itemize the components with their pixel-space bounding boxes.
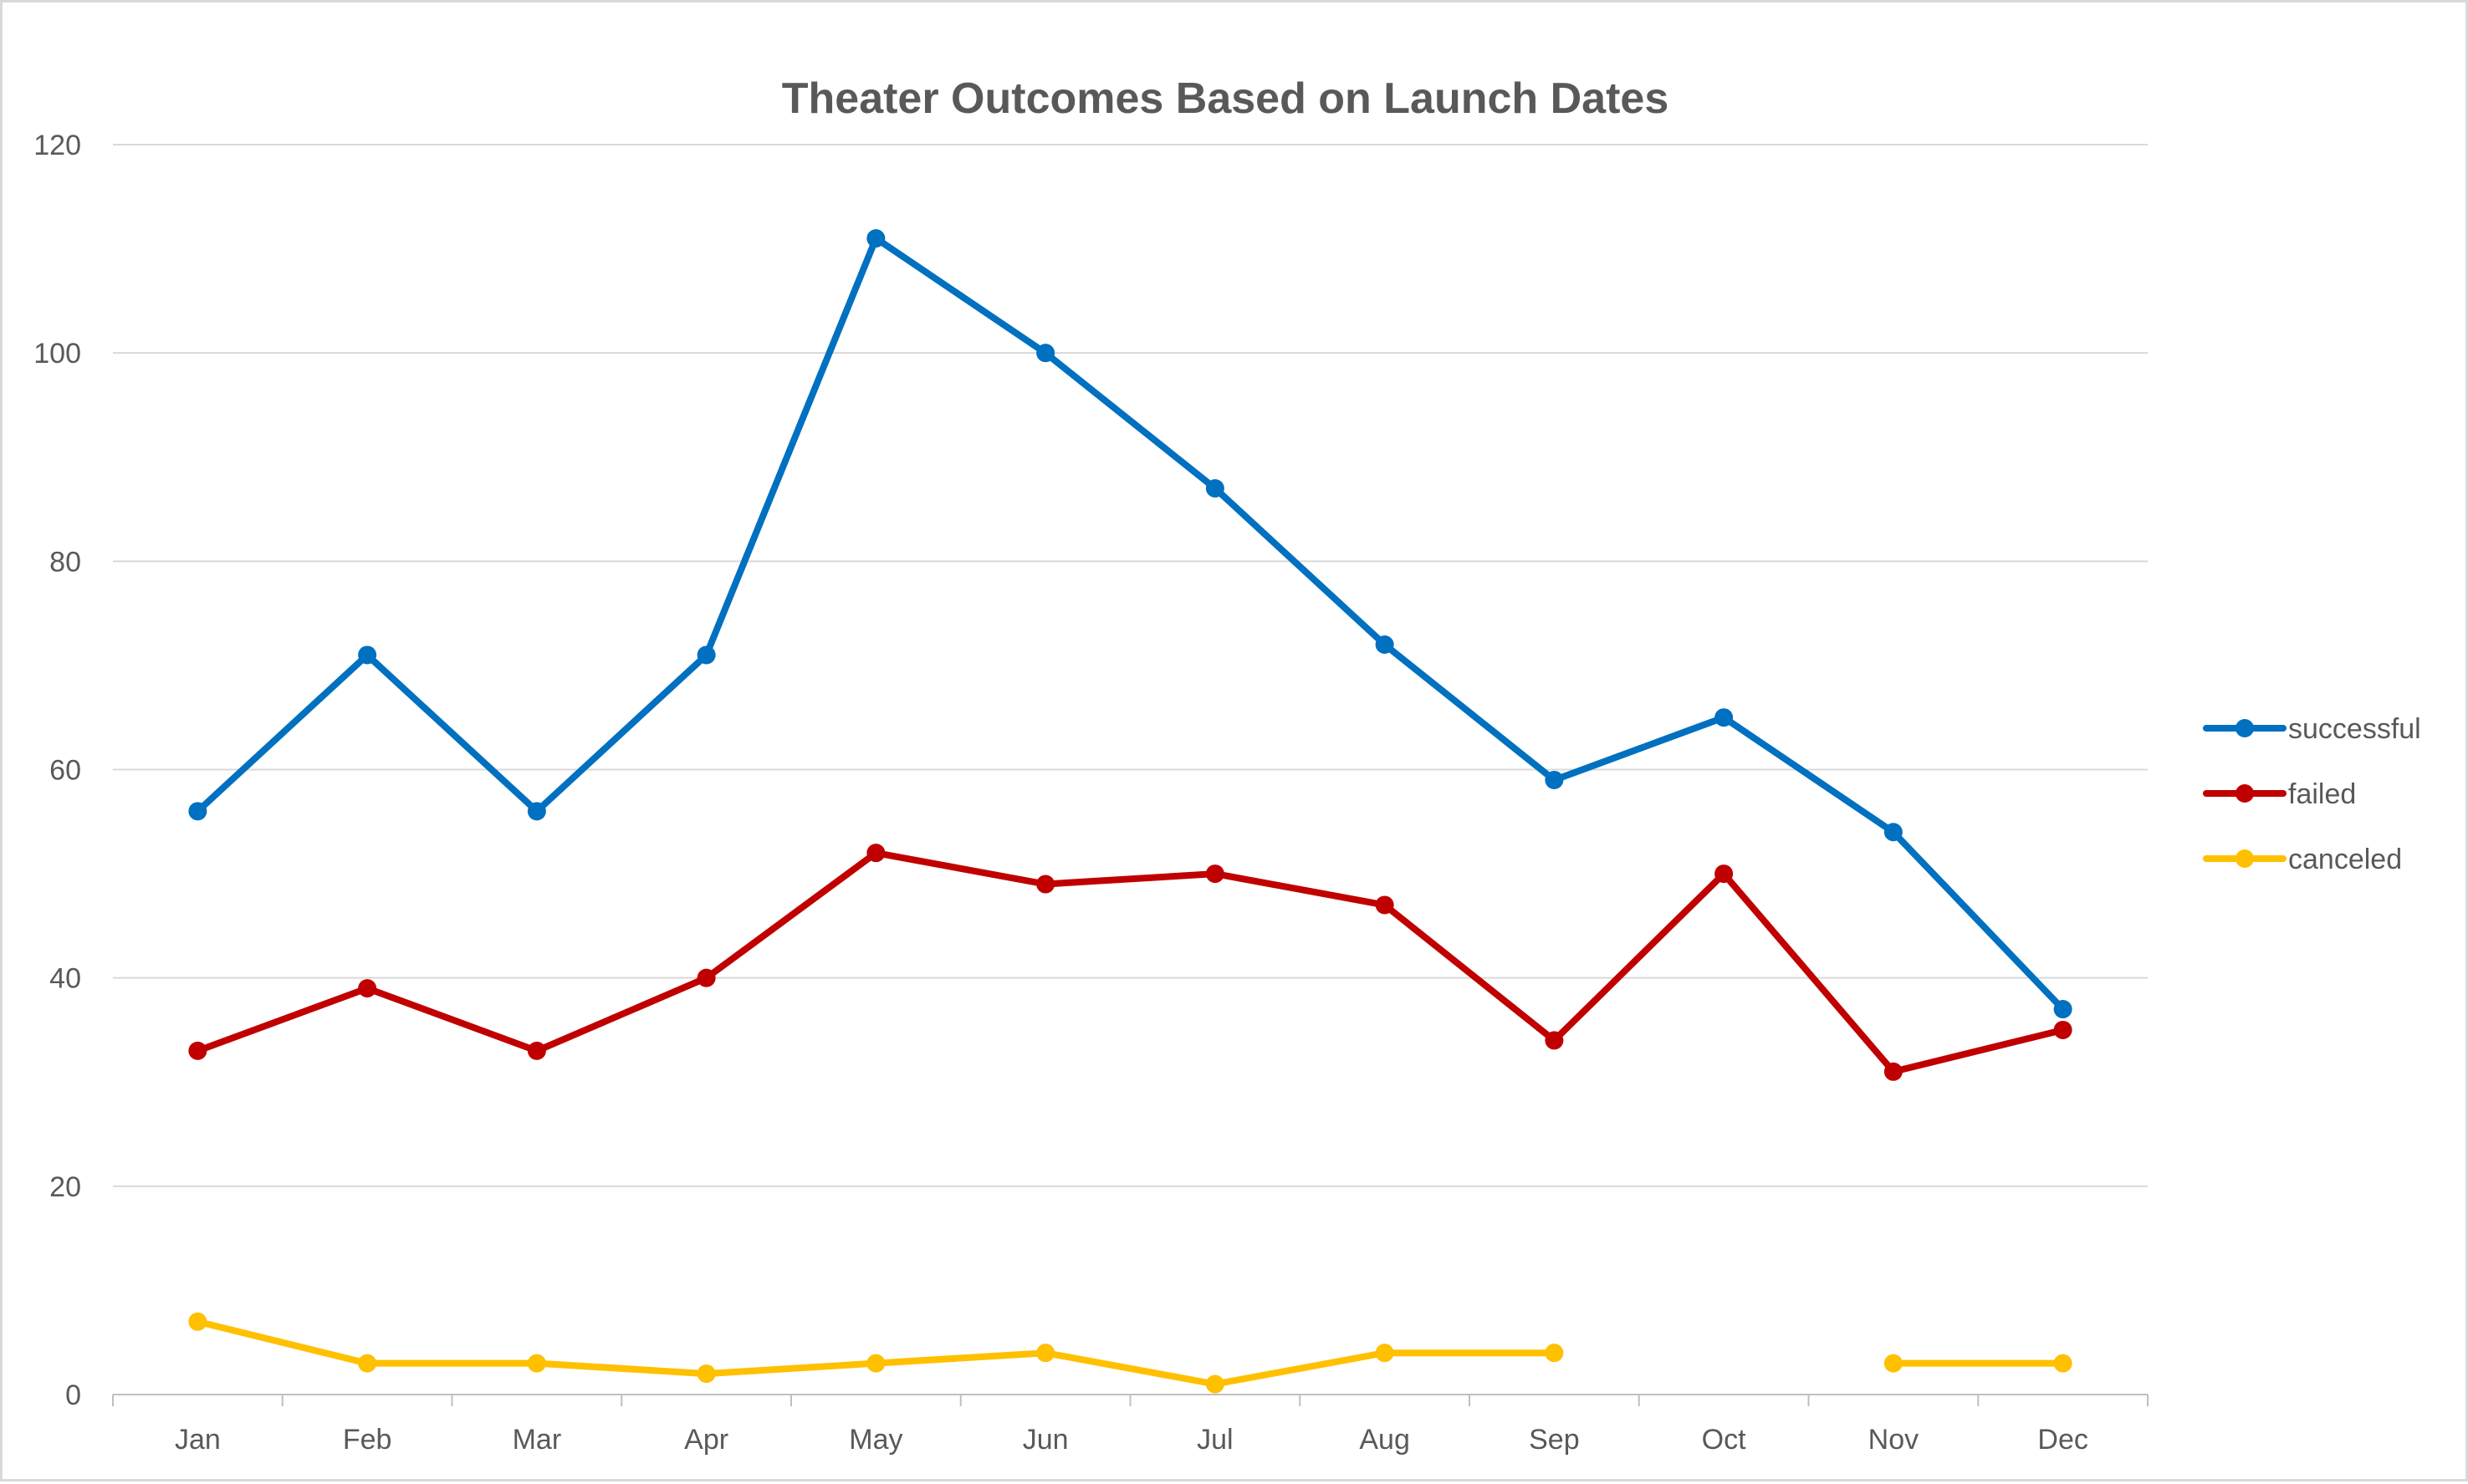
- y-tick-label: 40: [49, 963, 81, 995]
- y-tick-label: 120: [33, 130, 81, 161]
- data-point-canceled: [358, 1354, 377, 1373]
- data-point-successful: [697, 645, 716, 665]
- data-point-failed: [188, 1041, 207, 1060]
- data-point-failed: [1036, 875, 1055, 894]
- series-line-canceled: [194, 1318, 2067, 1388]
- data-point-canceled: [697, 1364, 716, 1384]
- data-point-canceled: [1205, 1374, 1224, 1394]
- data-point-failed: [527, 1041, 546, 1060]
- legend-marker: [2236, 784, 2254, 803]
- data-point-successful: [1714, 708, 1734, 727]
- data-point-successful: [188, 802, 207, 821]
- x-tick-label: Apr: [684, 1424, 728, 1456]
- y-tick-label: 20: [49, 1171, 81, 1203]
- x-tick-label: Nov: [1868, 1424, 1919, 1456]
- x-tick-label: Aug: [1359, 1424, 1410, 1456]
- x-tick-label: Sep: [1529, 1424, 1580, 1456]
- legend-marker: [2236, 719, 2254, 737]
- series-successful: [188, 229, 2072, 1019]
- data-point-successful: [1545, 770, 1564, 789]
- data-point-successful: [1375, 635, 1394, 654]
- y-tick-label: 60: [49, 755, 81, 787]
- legend-label: canceled: [2288, 844, 2402, 875]
- x-tick-label: May: [849, 1424, 902, 1456]
- data-point-successful: [358, 645, 377, 665]
- data-point-canceled: [1375, 1344, 1394, 1363]
- line-chart: Theater Outcomes Based on Launch Dates 0…: [33, 74, 2421, 1456]
- legend-item-canceled: canceled: [2203, 844, 2402, 875]
- data-point-canceled: [1545, 1344, 1564, 1363]
- data-point-canceled: [866, 1354, 886, 1373]
- y-tick-label: 100: [33, 338, 81, 370]
- data-point-failed: [1883, 1062, 1903, 1081]
- data-point-successful: [1883, 823, 1903, 842]
- legend-label: successful: [2288, 713, 2421, 745]
- chart-title: Theater Outcomes Based on Launch Dates: [782, 74, 1669, 123]
- x-axis: [112, 1394, 2149, 1406]
- series-canceled: [188, 1312, 2072, 1394]
- legend-label: failed: [2288, 778, 2356, 810]
- legend-marker: [2236, 849, 2254, 868]
- series-failed: [188, 844, 2072, 1081]
- data-point-canceled: [1036, 1344, 1055, 1363]
- data-point-failed: [2053, 1020, 2072, 1039]
- data-point-successful: [2053, 1000, 2072, 1019]
- data-point-failed: [1375, 895, 1394, 915]
- data-point-canceled: [2053, 1354, 2072, 1373]
- series-lines: [188, 229, 2072, 1394]
- data-point-successful: [866, 229, 886, 248]
- legend-item-successful: successful: [2203, 713, 2421, 745]
- x-tick-label: Jan: [175, 1424, 221, 1456]
- data-point-successful: [1205, 479, 1224, 498]
- data-point-failed: [1714, 864, 1734, 884]
- data-point-successful: [1036, 344, 1055, 363]
- data-point-canceled: [527, 1354, 546, 1373]
- data-point-successful: [527, 802, 546, 821]
- data-point-canceled: [188, 1312, 207, 1331]
- series-line-failed: [194, 849, 2067, 1075]
- x-tick-label: Oct: [1702, 1424, 1746, 1456]
- gridlines: [113, 144, 2148, 1187]
- x-tick-label: Jun: [1023, 1424, 1069, 1456]
- data-point-failed: [1545, 1031, 1564, 1050]
- data-point-canceled: [1883, 1354, 1903, 1373]
- legend: successful failed canceled: [2203, 713, 2421, 875]
- data-point-failed: [1205, 864, 1224, 884]
- y-tick-label: 80: [49, 546, 81, 578]
- x-tick-label: Feb: [343, 1424, 392, 1456]
- x-tick-label: Jul: [1197, 1424, 1233, 1456]
- data-point-failed: [866, 844, 886, 863]
- y-axis-ticks: 0 20 40 60 80 100 120: [33, 130, 81, 1411]
- y-tick-label: 0: [65, 1379, 81, 1411]
- x-tick-label: Mar: [513, 1424, 562, 1456]
- data-point-failed: [697, 968, 716, 987]
- x-axis-ticks: Jan Feb Mar Apr May Jun Jul Aug Sep Oct Nov Dec: [175, 1424, 2088, 1456]
- data-point-failed: [358, 979, 377, 998]
- series-line-successful: [194, 235, 2067, 1012]
- legend-item-failed: failed: [2203, 778, 2356, 810]
- x-tick-label: Dec: [2037, 1424, 2087, 1456]
